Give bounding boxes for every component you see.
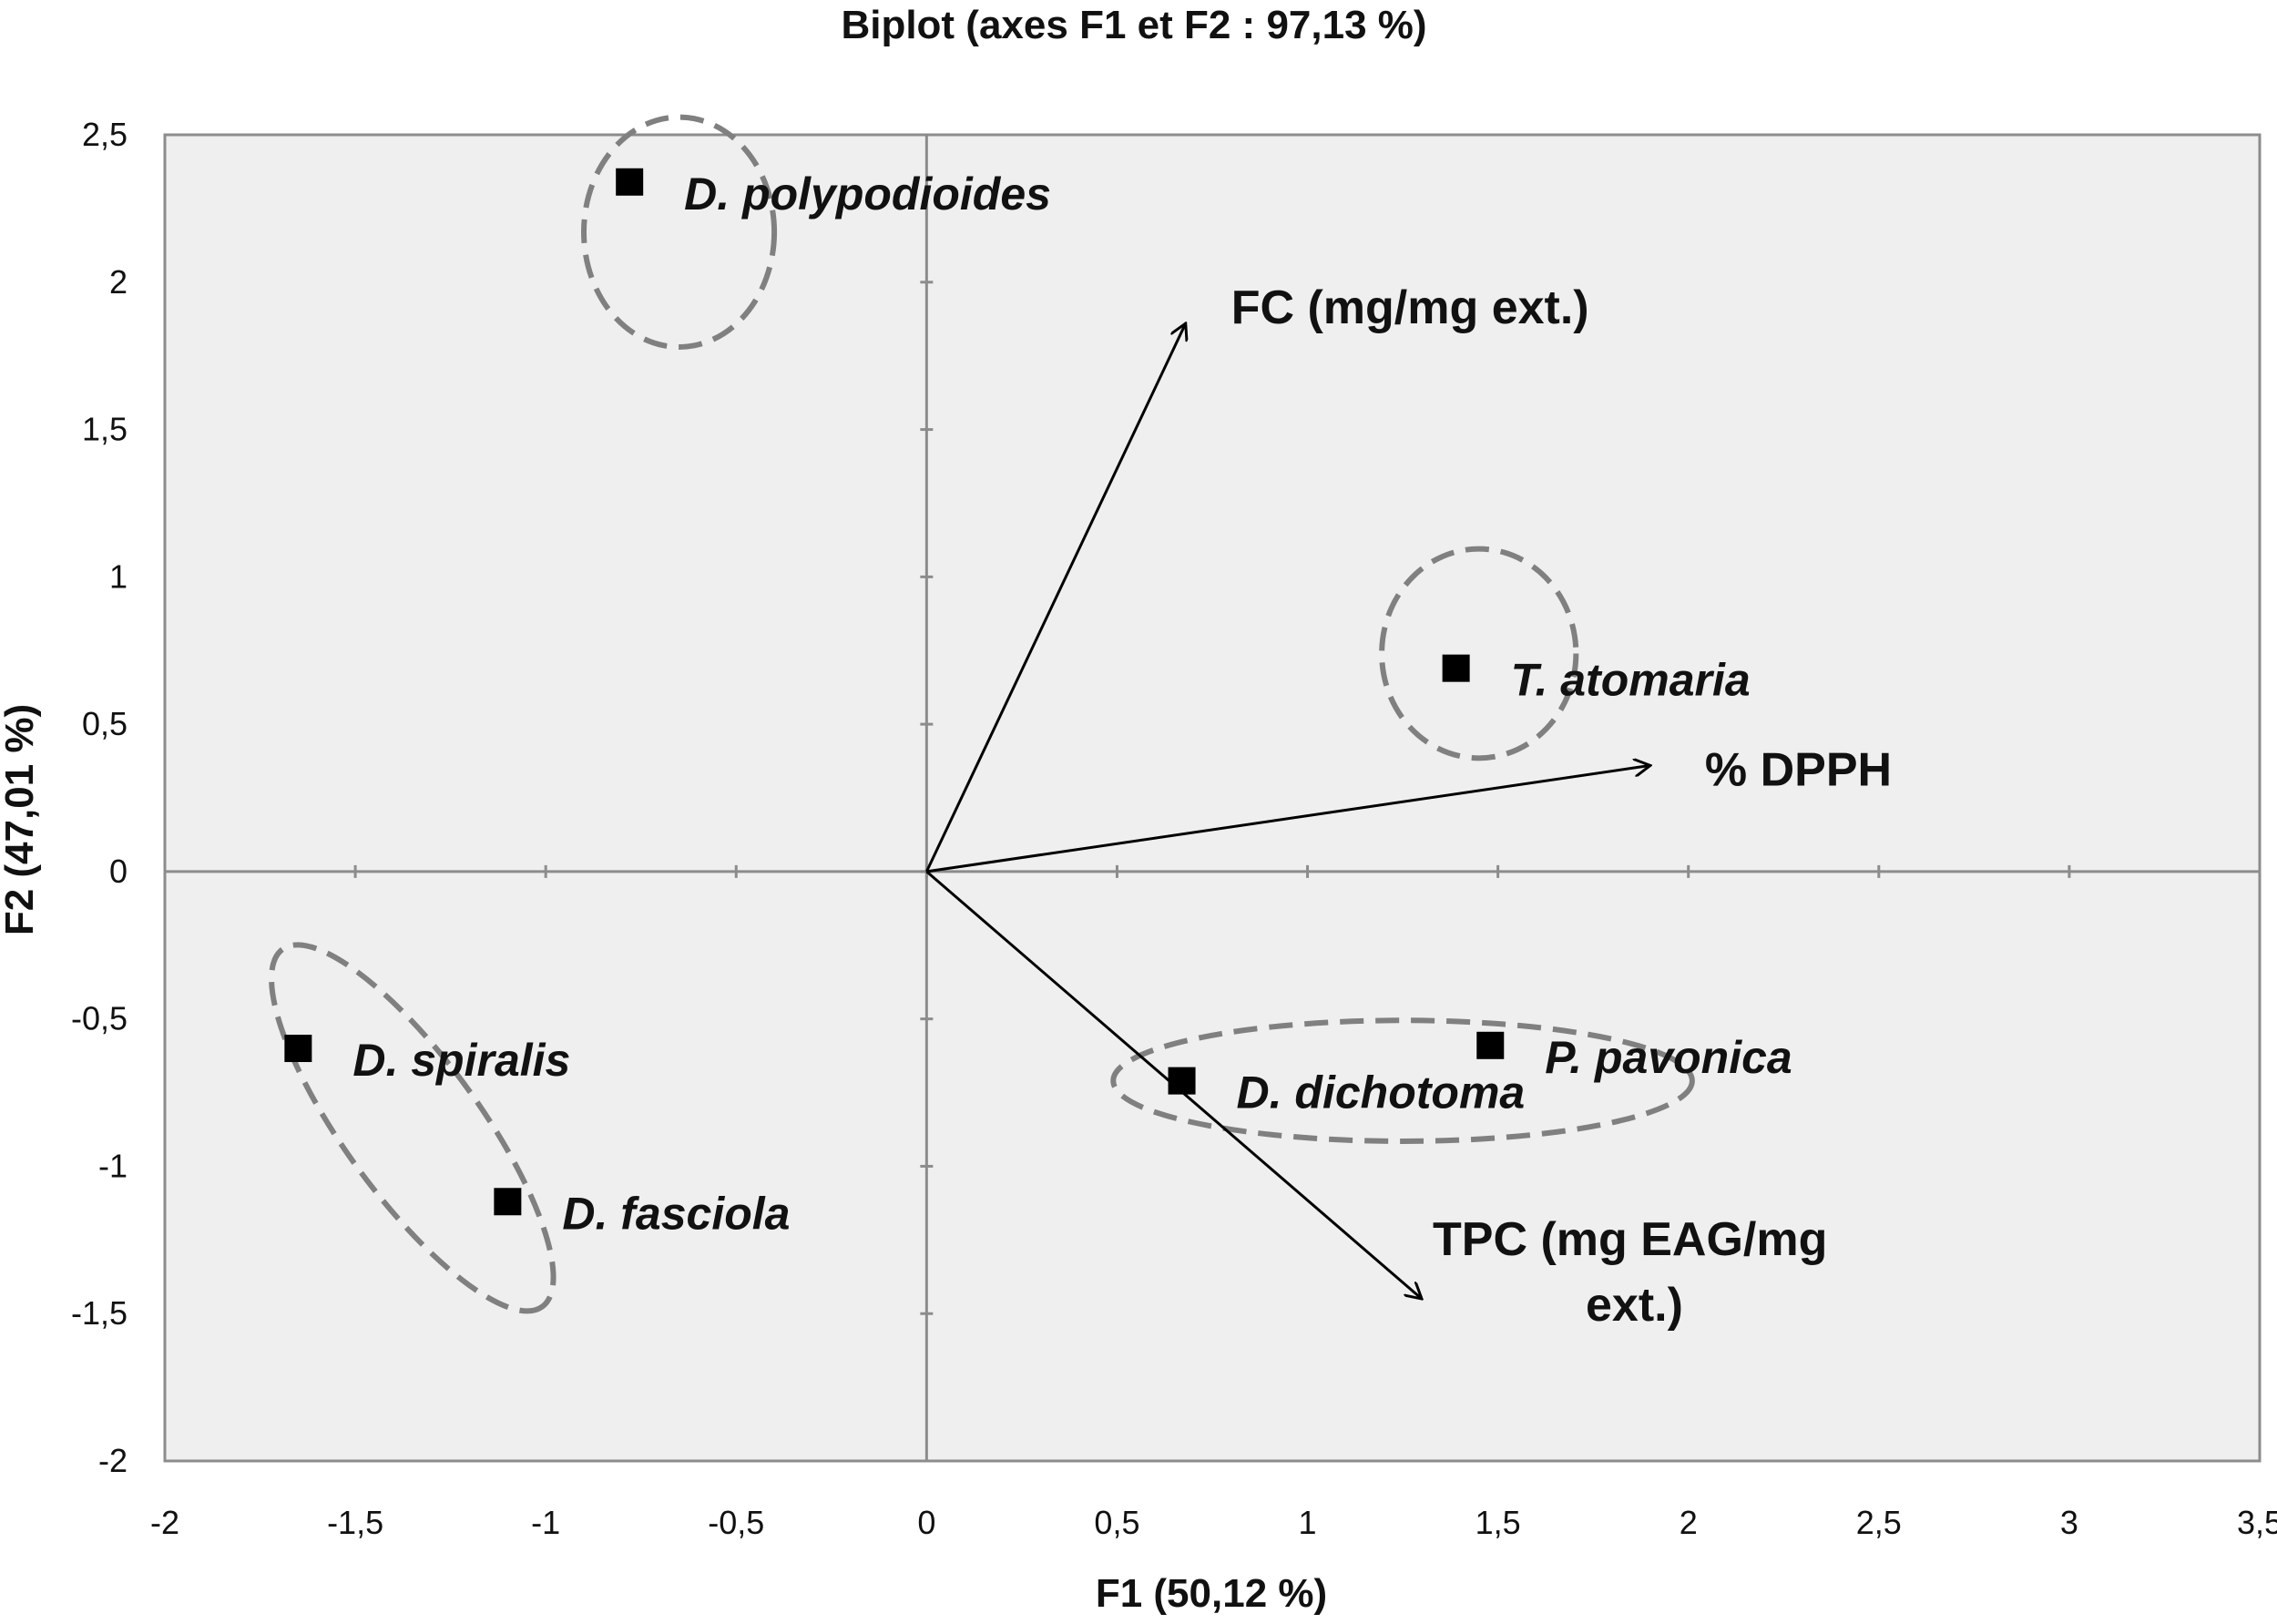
x-tick-label: 2,5 [1856,1504,1902,1541]
y-tick-label: 1 [109,557,128,595]
x-tick-label: -1,5 [327,1504,383,1541]
observation-marker [1442,654,1470,682]
y-tick-label: -1 [98,1147,128,1184]
variable-label: FC (mg/mg ext.) [1231,281,1589,334]
y-axis-title: F2 (47,01 %) [0,704,42,935]
x-tick-label: 1,5 [1475,1504,1521,1541]
variable-vectors: FC (mg/mg ext.) % DPPH TPC (mg EAG/mg ext.) [925,281,1892,1332]
chart-title: Biplot (axes F1 et F2 : 97,13 %) [841,3,1426,47]
y-tick-label: 1,5 [82,411,128,448]
observation-label: D. dichotoma [1237,1067,1526,1118]
variable-arrow [926,765,1650,873]
observation-marker [616,168,644,196]
observation-label: D. polypodioides [684,169,1051,220]
observation-marker [1168,1067,1196,1095]
observation-marker [1476,1031,1505,1059]
plot-area [163,133,2262,1463]
variable-arrow [925,323,1185,873]
x-tick-label: 2 [1680,1504,1698,1541]
group-ellipse [1110,1017,1695,1144]
y-tick-label: 0,5 [82,705,128,742]
group-ellipse [1379,546,1579,761]
observation-label: D. spiralis [352,1035,570,1086]
y-tick-label: -0,5 [71,1000,128,1037]
observation-marker [284,1035,312,1063]
variable-label: % DPPH [1705,743,1892,796]
group-ellipse [581,114,778,350]
x-tick-label: 3,5 [2237,1504,2277,1541]
x-tick-label: 1 [1299,1504,1317,1541]
y-tick-label: 0 [109,853,128,890]
axes-layer [165,135,2260,1461]
observation-label: D. fasciola [562,1188,790,1239]
x-tick-label: -1 [531,1504,560,1541]
group-ellipses [269,114,1695,1314]
observation-points: D. polypodioides T. atomaria D. spiralis D.… [284,168,1792,1239]
x-tick-label: 0 [917,1504,935,1541]
y-tick-label: -1,5 [71,1294,128,1332]
x-tick-label: -2 [150,1504,179,1541]
variable-label: TPC (mg EAG/mg ext.) [1433,1213,1827,1332]
y-tick-label: -2 [98,1442,128,1479]
observation-label: T. atomaria [1511,655,1751,706]
y-tick-label: 2 [109,263,128,301]
y-tick-label: 2,5 [82,116,128,153]
x-tick-label: 3 [2060,1504,2078,1541]
x-tick-label: 0,5 [1094,1504,1139,1541]
observation-label: P. pavonica [1545,1032,1792,1083]
ticks-layer: -2 -1,5 -1 -0,5 0 0,5 1 1,5 2 2,5 3 3,5 -2 -1,5 -1 -0,5… [71,116,2277,1541]
group-ellipse [269,942,556,1314]
observation-marker [494,1188,522,1216]
x-tick-label: -0,5 [708,1504,764,1541]
x-axis-title: F1 (50,12 %) [1096,1571,1327,1616]
